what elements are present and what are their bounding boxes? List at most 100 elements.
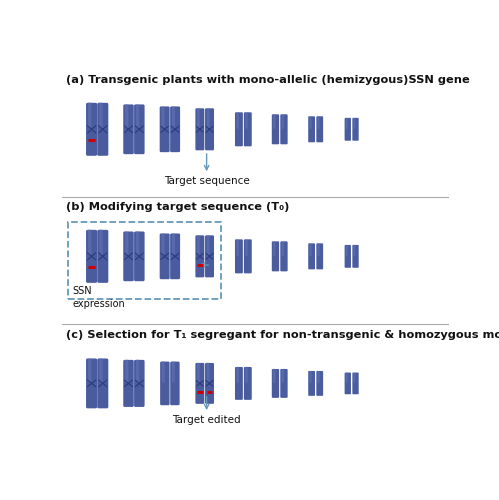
- FancyBboxPatch shape: [160, 234, 170, 279]
- FancyBboxPatch shape: [86, 230, 97, 283]
- FancyBboxPatch shape: [346, 372, 348, 383]
- Text: SSN: SSN: [72, 286, 92, 296]
- FancyBboxPatch shape: [197, 235, 200, 256]
- FancyBboxPatch shape: [281, 114, 284, 129]
- FancyBboxPatch shape: [97, 358, 108, 408]
- FancyBboxPatch shape: [134, 360, 145, 407]
- FancyBboxPatch shape: [280, 242, 287, 272]
- FancyBboxPatch shape: [99, 358, 103, 382]
- FancyBboxPatch shape: [316, 371, 323, 396]
- FancyBboxPatch shape: [237, 239, 239, 256]
- FancyBboxPatch shape: [308, 371, 315, 396]
- FancyBboxPatch shape: [246, 239, 248, 256]
- Text: Target sequence: Target sequence: [164, 176, 250, 186]
- FancyBboxPatch shape: [353, 245, 355, 256]
- FancyBboxPatch shape: [345, 245, 351, 268]
- FancyBboxPatch shape: [207, 108, 210, 128]
- FancyBboxPatch shape: [125, 231, 128, 256]
- FancyBboxPatch shape: [162, 233, 165, 256]
- FancyBboxPatch shape: [273, 369, 275, 383]
- FancyBboxPatch shape: [272, 369, 279, 398]
- FancyBboxPatch shape: [244, 367, 252, 400]
- FancyBboxPatch shape: [244, 112, 252, 146]
- FancyBboxPatch shape: [207, 362, 210, 382]
- FancyBboxPatch shape: [235, 112, 243, 146]
- Text: expression: expression: [72, 298, 125, 308]
- FancyBboxPatch shape: [273, 114, 275, 129]
- FancyBboxPatch shape: [272, 114, 279, 144]
- FancyBboxPatch shape: [246, 112, 248, 128]
- FancyBboxPatch shape: [317, 243, 319, 256]
- FancyBboxPatch shape: [281, 369, 284, 383]
- FancyBboxPatch shape: [170, 106, 180, 152]
- FancyBboxPatch shape: [235, 367, 243, 400]
- FancyBboxPatch shape: [352, 245, 359, 268]
- FancyBboxPatch shape: [280, 114, 287, 144]
- Text: (c) Selection for T₁ segregant for non-transgenic & homozygous modified gene: (c) Selection for T₁ segregant for non-t…: [66, 330, 499, 340]
- Bar: [68, 222, 221, 298]
- FancyBboxPatch shape: [235, 240, 243, 274]
- FancyBboxPatch shape: [309, 371, 311, 383]
- FancyBboxPatch shape: [160, 106, 170, 152]
- FancyBboxPatch shape: [346, 118, 348, 129]
- FancyBboxPatch shape: [172, 361, 175, 382]
- Text: (b) Modifying target sequence (T₀): (b) Modifying target sequence (T₀): [66, 202, 289, 212]
- FancyBboxPatch shape: [170, 362, 180, 405]
- FancyBboxPatch shape: [162, 361, 165, 382]
- FancyBboxPatch shape: [345, 118, 351, 141]
- FancyBboxPatch shape: [125, 104, 128, 128]
- FancyBboxPatch shape: [136, 231, 139, 256]
- FancyBboxPatch shape: [197, 108, 200, 128]
- FancyBboxPatch shape: [197, 362, 200, 382]
- Text: (a) Transgenic plants with mono-allelic (hemizygous)SSN gene: (a) Transgenic plants with mono-allelic …: [66, 76, 470, 86]
- FancyBboxPatch shape: [273, 241, 275, 256]
- FancyBboxPatch shape: [244, 240, 252, 274]
- FancyBboxPatch shape: [316, 116, 323, 142]
- FancyBboxPatch shape: [123, 360, 134, 407]
- FancyBboxPatch shape: [136, 104, 139, 128]
- FancyBboxPatch shape: [353, 118, 355, 129]
- FancyBboxPatch shape: [272, 242, 279, 272]
- FancyBboxPatch shape: [99, 102, 103, 128]
- FancyBboxPatch shape: [97, 103, 108, 156]
- FancyBboxPatch shape: [88, 102, 91, 128]
- FancyBboxPatch shape: [86, 103, 97, 156]
- FancyBboxPatch shape: [172, 233, 175, 256]
- FancyBboxPatch shape: [196, 108, 205, 150]
- FancyBboxPatch shape: [207, 235, 210, 256]
- FancyBboxPatch shape: [88, 358, 91, 382]
- FancyBboxPatch shape: [97, 230, 108, 283]
- FancyBboxPatch shape: [345, 372, 351, 394]
- FancyBboxPatch shape: [86, 358, 97, 408]
- FancyBboxPatch shape: [308, 116, 315, 142]
- FancyBboxPatch shape: [134, 232, 145, 281]
- FancyBboxPatch shape: [99, 230, 103, 256]
- FancyBboxPatch shape: [246, 367, 248, 383]
- FancyBboxPatch shape: [160, 362, 170, 405]
- FancyBboxPatch shape: [237, 112, 239, 128]
- FancyBboxPatch shape: [346, 245, 348, 256]
- FancyBboxPatch shape: [352, 372, 359, 394]
- FancyBboxPatch shape: [196, 236, 205, 278]
- FancyBboxPatch shape: [280, 369, 287, 398]
- FancyBboxPatch shape: [281, 241, 284, 256]
- FancyBboxPatch shape: [316, 244, 323, 270]
- FancyBboxPatch shape: [205, 108, 214, 150]
- FancyBboxPatch shape: [352, 118, 359, 141]
- FancyBboxPatch shape: [134, 104, 145, 154]
- FancyBboxPatch shape: [196, 363, 205, 404]
- FancyBboxPatch shape: [205, 236, 214, 278]
- FancyBboxPatch shape: [123, 104, 134, 154]
- FancyBboxPatch shape: [172, 106, 175, 128]
- FancyBboxPatch shape: [136, 360, 139, 382]
- FancyBboxPatch shape: [309, 243, 311, 256]
- FancyBboxPatch shape: [317, 116, 319, 129]
- FancyBboxPatch shape: [237, 367, 239, 383]
- FancyBboxPatch shape: [162, 106, 165, 128]
- FancyBboxPatch shape: [308, 244, 315, 270]
- FancyBboxPatch shape: [123, 232, 134, 281]
- FancyBboxPatch shape: [353, 372, 355, 383]
- FancyBboxPatch shape: [309, 116, 311, 129]
- FancyBboxPatch shape: [125, 360, 128, 382]
- Text: Target edited: Target edited: [172, 414, 241, 424]
